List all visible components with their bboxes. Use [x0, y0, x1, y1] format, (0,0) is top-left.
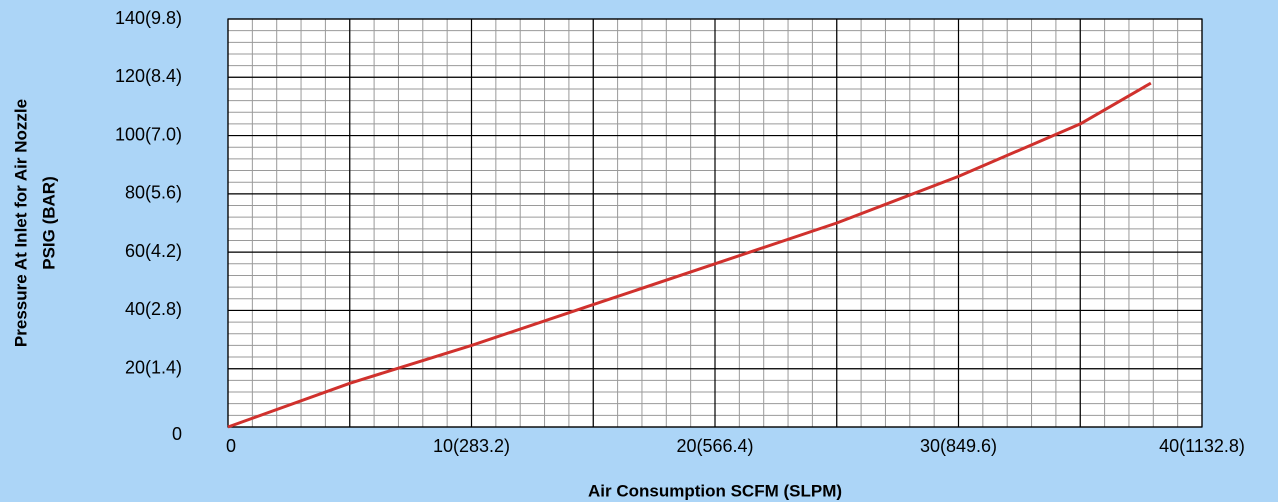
- marks: [227, 81, 1152, 429]
- x-tick-label: 10(283.2): [433, 436, 510, 456]
- x-tick-label: 40(1132.8): [1159, 436, 1245, 456]
- y-tick-label: 140(9.8): [115, 8, 182, 28]
- y-axis-title: Pressure At Inlet for Air Nozzle: [11, 99, 30, 347]
- plot-border: [227, 18, 1203, 428]
- x-tick-label: 20(566.4): [676, 436, 753, 456]
- x-tick-label: 0: [226, 436, 236, 456]
- data-line: [227, 81, 1152, 429]
- y-tick-label: 20(1.4): [125, 357, 182, 377]
- y-axis-title: PSIG (BAR): [39, 176, 58, 270]
- y-tick-label: 40(2.8): [125, 299, 182, 319]
- y-tick-label: 120(8.4): [115, 66, 182, 86]
- y-tick-label: 100(7.0): [115, 124, 182, 144]
- grid: [227, 18, 1203, 428]
- y-tick-label: 0: [172, 424, 182, 444]
- y-tick-label: 80(5.6): [125, 183, 182, 203]
- x-axis-title: Air Consumption SCFM (SLPM): [588, 481, 842, 500]
- x-tick-label: 30(849.6): [920, 436, 997, 456]
- y-tick-label: 60(4.2): [125, 241, 182, 261]
